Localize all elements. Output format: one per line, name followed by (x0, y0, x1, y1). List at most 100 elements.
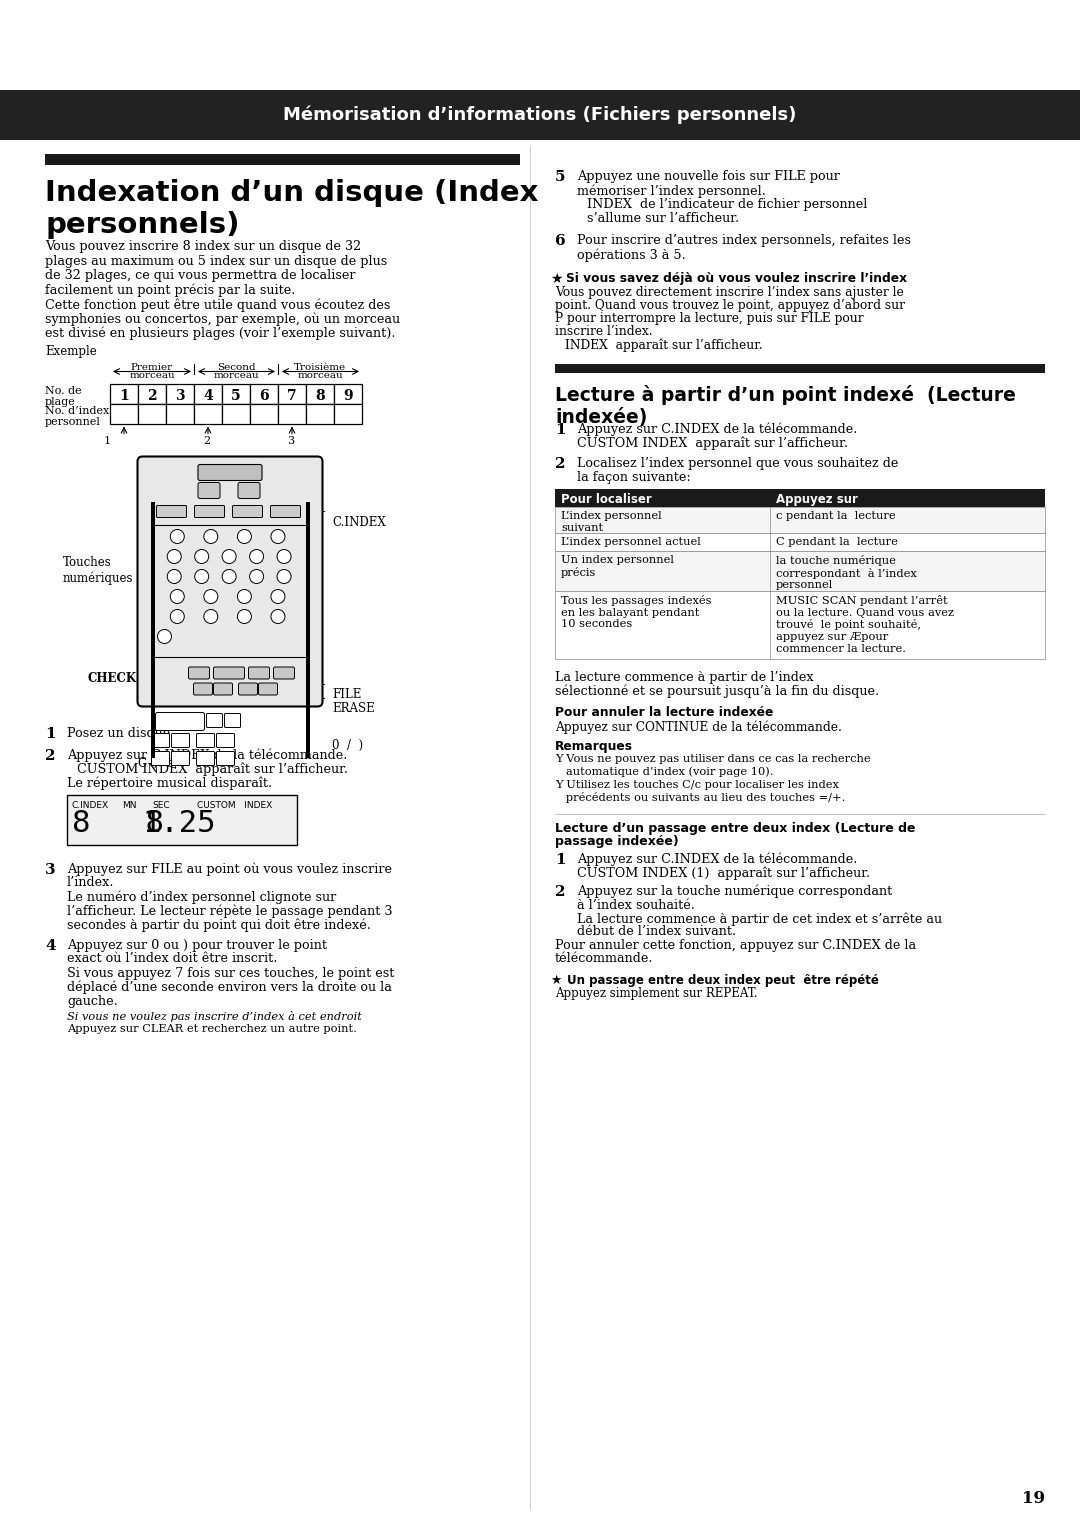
FancyBboxPatch shape (214, 683, 232, 695)
Text: MN: MN (122, 801, 136, 810)
Text: Troisième: Troisième (294, 364, 346, 373)
Circle shape (238, 610, 252, 623)
Text: La lecture commence à partir de cet index et s’arrête au: La lecture commence à partir de cet inde… (577, 912, 942, 926)
Bar (278, 384, 306, 403)
Text: Si vous savez déjà où vous voulez inscrire l’index: Si vous savez déjà où vous voulez inscri… (566, 272, 907, 286)
FancyBboxPatch shape (197, 752, 215, 766)
Text: Appuyez sur CLEAR et recherchez un autre point.: Appuyez sur CLEAR et recherchez un autre… (67, 1024, 356, 1033)
Text: de 32 plages, ce qui vous permettra de localiser: de 32 plages, ce qui vous permettra de l… (45, 269, 355, 283)
Text: 2: 2 (45, 749, 55, 762)
Text: 3: 3 (175, 390, 185, 403)
Bar (194, 384, 222, 403)
Text: à l’index souhaité.: à l’index souhaité. (577, 898, 694, 912)
Circle shape (204, 610, 218, 623)
Text: 4: 4 (203, 390, 213, 403)
Bar (138, 403, 166, 423)
FancyBboxPatch shape (197, 733, 215, 747)
Text: 1: 1 (45, 726, 56, 741)
Text: Appuyez sur 0 ou ) pour trouver le point: Appuyez sur 0 ou ) pour trouver le point (67, 938, 327, 952)
Text: 1: 1 (555, 423, 566, 437)
Circle shape (194, 570, 208, 584)
Text: 3: 3 (45, 862, 56, 877)
Text: 2: 2 (555, 457, 566, 471)
Text: Premier: Premier (131, 364, 173, 373)
FancyBboxPatch shape (151, 752, 170, 766)
Text: Υ Utilisez les touches C/c pour localiser les index: Υ Utilisez les touches C/c pour localise… (555, 779, 839, 790)
Text: 6: 6 (555, 234, 566, 248)
Text: Pour localiser: Pour localiser (561, 494, 651, 506)
Text: Posez un disque.: Posez un disque. (67, 726, 174, 740)
Bar (306, 501, 310, 758)
Text: FILE: FILE (333, 689, 362, 701)
Text: passage indexée): passage indexée) (555, 834, 678, 848)
Text: CUSTOM INDEX  apparaît sur l’afficheur.: CUSTOM INDEX apparaît sur l’afficheur. (577, 437, 848, 451)
Text: morceau: morceau (213, 371, 259, 380)
FancyBboxPatch shape (258, 683, 278, 695)
FancyBboxPatch shape (273, 668, 295, 678)
Text: Appuyez sur C.INDEX de la télécommande.: Appuyez sur C.INDEX de la télécommande. (577, 423, 858, 437)
Circle shape (278, 570, 291, 584)
Circle shape (204, 530, 218, 544)
Circle shape (194, 550, 208, 564)
FancyBboxPatch shape (214, 668, 244, 678)
Text: Remarques: Remarques (555, 740, 633, 753)
Text: Localisez l’index personnel que vous souhaitez de: Localisez l’index personnel que vous sou… (577, 457, 899, 471)
Text: ★: ★ (550, 973, 562, 987)
Text: Pour inscrire d’autres index personnels, refaites les: Pour inscrire d’autres index personnels,… (577, 234, 912, 248)
Text: Vous pouvez inscrire 8 index sur un disque de 32: Vous pouvez inscrire 8 index sur un disq… (45, 240, 361, 254)
Text: 6: 6 (259, 390, 269, 403)
Bar (306, 403, 334, 423)
Bar (334, 403, 362, 423)
Text: déplacé d’une seconde environ vers la droite ou la: déplacé d’une seconde environ vers la dr… (67, 981, 392, 995)
FancyBboxPatch shape (156, 712, 204, 730)
Text: Si vous appuyez 7 fois sur ces touches, le point est: Si vous appuyez 7 fois sur ces touches, … (67, 967, 394, 979)
Circle shape (222, 570, 237, 584)
Bar (194, 403, 222, 423)
Bar (222, 403, 249, 423)
Text: début de l’index suivant.: début de l’index suivant. (577, 924, 737, 938)
Bar (0, 90, 1080, 141)
Bar (45, 154, 519, 165)
Text: Υ Vous ne pouvez pas utiliser dans ce cas la recherche: Υ Vous ne pouvez pas utiliser dans ce ca… (555, 753, 870, 764)
Text: 2: 2 (555, 885, 566, 898)
Text: Appuyez une nouvelle fois sur FILE pour: Appuyez une nouvelle fois sur FILE pour (577, 170, 840, 183)
Text: 4: 4 (45, 938, 56, 952)
Circle shape (249, 570, 264, 584)
Circle shape (249, 550, 264, 564)
Text: Appuyez sur FILE au point où vous voulez inscrire: Appuyez sur FILE au point où vous voulez… (67, 862, 392, 876)
Bar (249, 384, 278, 403)
Text: précédents ou suivants au lieu des touches =/+.: précédents ou suivants au lieu des touch… (555, 792, 846, 804)
Text: ERASE: ERASE (333, 703, 375, 715)
Text: facilement un point précis par la suite.: facilement un point précis par la suite. (45, 284, 295, 296)
Bar (306, 384, 334, 403)
Text: C  /  c: C / c (137, 756, 172, 770)
FancyBboxPatch shape (189, 668, 210, 678)
Text: INDEX  apparaît sur l’afficheur.: INDEX apparaît sur l’afficheur. (565, 338, 762, 351)
Text: 1: 1 (555, 853, 566, 866)
Text: Le numéro d’index personnel clignote sur: Le numéro d’index personnel clignote sur (67, 891, 336, 905)
Text: secondes à partir du point qui doit être indexé.: secondes à partir du point qui doit être… (67, 918, 370, 932)
Text: symphonies ou concertos, par exemple, où un morceau: symphonies ou concertos, par exemple, où… (45, 313, 400, 325)
FancyBboxPatch shape (270, 506, 300, 518)
Bar (138, 384, 166, 403)
Circle shape (238, 590, 252, 604)
Text: 1: 1 (119, 390, 129, 403)
FancyBboxPatch shape (172, 752, 189, 766)
Bar (555, 364, 1045, 373)
Text: morceau: morceau (130, 371, 175, 380)
FancyBboxPatch shape (193, 683, 213, 695)
Text: ★: ★ (550, 272, 563, 286)
Text: Appuyez sur C.INDEX de la télécommande.: Appuyez sur C.INDEX de la télécommande. (577, 853, 858, 866)
Circle shape (271, 590, 285, 604)
Text: No. d’index
personnel: No. d’index personnel (45, 405, 109, 428)
Text: Un index personnel
précis: Un index personnel précis (561, 555, 674, 578)
Text: l’index.: l’index. (67, 877, 114, 889)
FancyBboxPatch shape (206, 714, 222, 727)
Text: télécommande.: télécommande. (555, 952, 653, 966)
FancyBboxPatch shape (216, 752, 234, 766)
Text: P pour interrompre la lecture, puis sur FILE pour: P pour interrompre la lecture, puis sur … (555, 312, 864, 325)
FancyBboxPatch shape (239, 683, 257, 695)
Bar (555, 507, 1045, 533)
Circle shape (204, 590, 218, 604)
Text: CHECK: CHECK (87, 672, 137, 686)
